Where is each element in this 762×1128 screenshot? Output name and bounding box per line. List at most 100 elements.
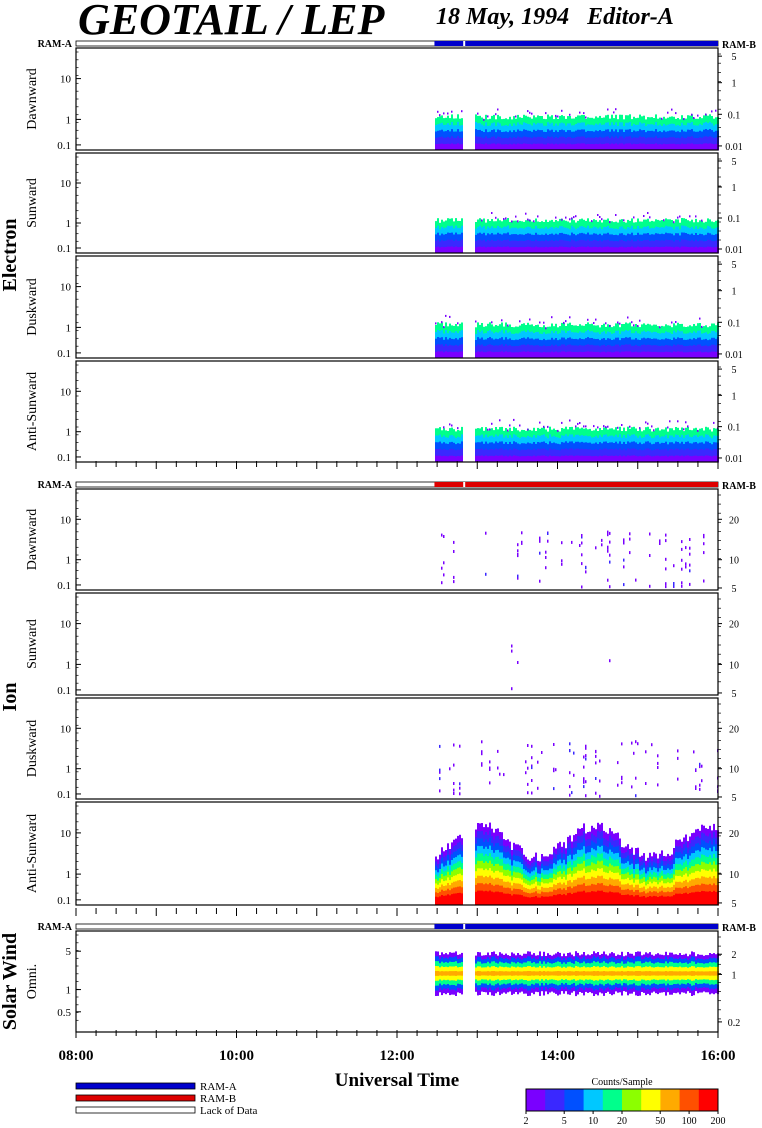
spectrogram-cell (477, 122, 479, 130)
spectrogram-cell (537, 441, 539, 449)
spectrogram-cell (511, 333, 513, 340)
spectrogram-cell (477, 875, 479, 884)
spectrogram-cell (623, 863, 625, 869)
spectrogram-cell (499, 129, 501, 137)
spectrogram-cell (443, 851, 445, 857)
spectrogram-cell (553, 448, 555, 456)
spectrogram-cell (671, 872, 673, 878)
spectrogram-cell (639, 865, 641, 871)
spectrogram-cell (587, 225, 589, 233)
spectrogram-cell (477, 232, 479, 241)
spectrogram-cell (647, 422, 649, 425)
spectrogram-cell (715, 338, 717, 346)
spectrogram-cell (515, 125, 517, 132)
spectrogram-cell (653, 449, 655, 457)
spectrogram-cell (711, 136, 713, 144)
spectrogram-cell (581, 828, 583, 836)
spectrogram-cell (493, 449, 495, 457)
spectrogram-cell (487, 125, 489, 133)
spectrogram-cell (685, 872, 687, 880)
spectrogram-cell (675, 219, 677, 227)
spectrogram-cell (619, 447, 621, 456)
spectrogram-cell (437, 435, 439, 443)
spectrogram-cell (661, 455, 663, 463)
spectrogram-cell (705, 135, 707, 144)
spectrogram-cell (519, 220, 521, 228)
spectrogram-cell (623, 234, 625, 241)
spectrogram-cell (525, 430, 527, 438)
spectrogram-cell (435, 351, 437, 359)
spectrogram-cell (691, 219, 693, 227)
spectrogram-cell (531, 875, 533, 880)
spectrogram-cell (453, 887, 455, 894)
spectrogram-cell (641, 891, 643, 897)
spectrogram-cell (577, 884, 579, 892)
spectrogram-cell (547, 345, 549, 353)
spectrogram-cell (487, 449, 489, 457)
spectrogram-cell (647, 866, 649, 872)
spectrogram-cell (643, 330, 645, 338)
spectrogram-cell (693, 222, 695, 229)
spectrogram-cell (455, 899, 457, 906)
spectrogram-cell (657, 754, 659, 758)
spectrogram-cell (479, 838, 481, 847)
spectrogram-cell (635, 889, 637, 896)
spectrogram-cell (649, 428, 651, 436)
spectrogram-cell (561, 225, 563, 233)
spectrogram-cell (599, 868, 601, 877)
spectrogram-cell (531, 125, 533, 132)
spectrogram-cell (549, 447, 551, 456)
spectrogram-cell (617, 832, 619, 840)
spectrogram-cell (519, 872, 521, 879)
spectrogram-cell (601, 543, 603, 547)
spectrogram-cell (553, 889, 555, 895)
spectrogram-cell (613, 222, 615, 229)
spectrogram-cell (607, 840, 609, 848)
spectrogram-cell (637, 858, 639, 864)
spectrogram-cell (649, 246, 651, 254)
spectrogram-cell (603, 891, 605, 899)
spectrogram-cell (593, 246, 595, 254)
spectrogram-cell (509, 136, 511, 144)
spectrogram-cell (477, 897, 479, 906)
spectrogram-cell (603, 864, 605, 872)
spectrogram-cell (701, 339, 703, 346)
spectrogram-cell (641, 437, 643, 445)
spectrogram-cell (647, 887, 649, 893)
spectrogram-cell (685, 239, 687, 247)
spectrogram-cell (679, 875, 681, 882)
spectrogram-cell (593, 219, 595, 227)
spectrogram-cell (497, 856, 499, 864)
spectrogram-cell (543, 896, 545, 902)
spectrogram-cell (491, 143, 493, 151)
spectrogram-cell (487, 443, 489, 450)
spectrogram-cell (533, 115, 535, 123)
spectrogram-cell (557, 327, 559, 334)
spectrogram-cell (593, 338, 595, 346)
spectrogram-cell (515, 143, 517, 151)
spectrogram-cell (515, 871, 517, 878)
spectrogram-cell (565, 433, 567, 442)
spectrogram-cell (567, 880, 569, 887)
spectrogram-cell (625, 455, 627, 463)
spectrogram-cell (709, 442, 711, 450)
spectrogram-cell (611, 327, 613, 334)
spectrogram-cell (563, 882, 565, 889)
spectrogram-cell (653, 443, 655, 450)
spectrogram-cell (615, 846, 617, 854)
spectrogram-cell (645, 750, 647, 754)
spectrogram-cell (697, 863, 699, 871)
spectrogram-cell (571, 137, 573, 145)
spectrogram-cell (571, 864, 573, 871)
spectrogram-cell (659, 891, 661, 897)
spectrogram-cell (553, 119, 555, 126)
spectrogram-cell (533, 455, 535, 463)
spectrogram-cell (565, 233, 567, 241)
spectrogram-cell (691, 113, 693, 116)
spectrogram-cell (529, 884, 531, 890)
spectrogram-cell (617, 430, 619, 438)
spectrogram-cell (623, 441, 625, 449)
spectrogram-cell (443, 326, 445, 334)
spectrogram-cell (595, 884, 597, 892)
spectrogram-cell (687, 852, 689, 859)
